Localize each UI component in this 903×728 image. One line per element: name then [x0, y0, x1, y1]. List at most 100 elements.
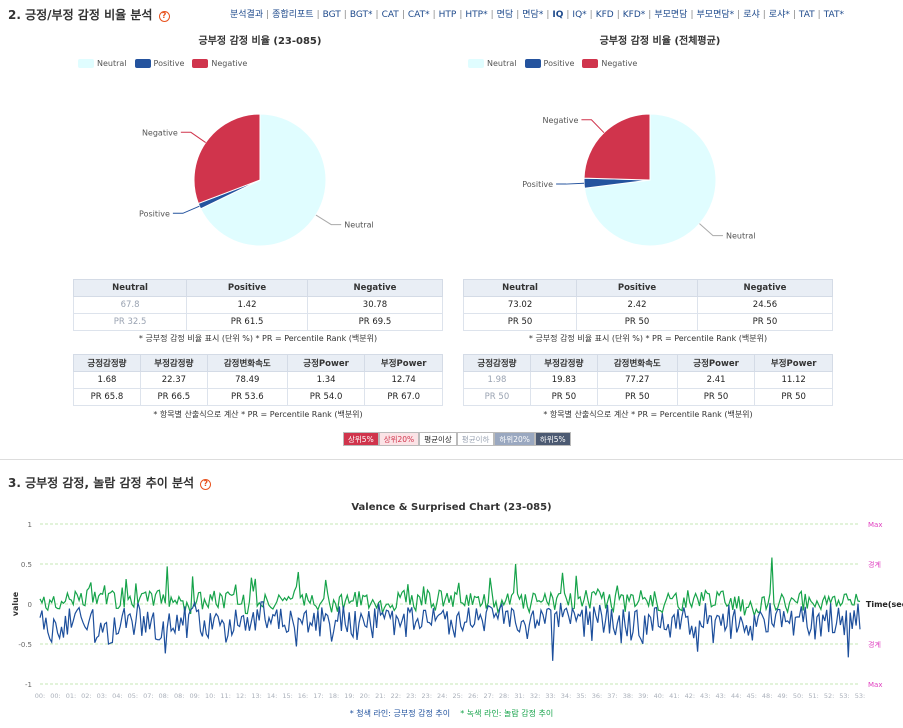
help-icon[interactable]: ? — [158, 11, 170, 22]
nav-link[interactable]: KFD — [595, 10, 614, 20]
nav-separator: | — [266, 10, 270, 20]
legend-item-neutral[interactable]: Neutral — [78, 59, 127, 68]
cell: 11.12 — [754, 371, 833, 389]
threshold-label: 경계 — [868, 560, 881, 569]
section-divider — [0, 459, 903, 460]
pie-connector-neutral — [699, 223, 723, 237]
x-tick-label: 31: — [514, 692, 524, 700]
y-tick-label: -0.5 — [18, 641, 32, 649]
nav-link[interactable]: 부모면담 — [654, 10, 688, 20]
pie-connector-neutral — [315, 214, 342, 226]
cell: PR 69.5 — [306, 313, 444, 331]
x-tick-label: 25: — [453, 692, 463, 700]
x-tick-label: 01: — [66, 692, 76, 700]
nav-link[interactable]: TAT — [798, 10, 815, 20]
pie-slice-neutral[interactable] — [199, 113, 327, 247]
x-tick-label: 41: — [669, 692, 679, 700]
cell: 77.27 — [596, 371, 678, 389]
cell: 73.02 — [462, 296, 578, 314]
metric-note-right: * 항목별 산출식으로 계산 * PR = Percentile Rank (백… — [543, 410, 753, 419]
x-tick-label: 50: — [793, 692, 803, 700]
cell: PR 50 — [576, 313, 698, 331]
th-negative: Negative — [696, 279, 834, 297]
nav-link[interactable]: 로샤 — [743, 10, 760, 20]
nav-separator: | — [762, 10, 766, 20]
x-tick-label: 44: — [731, 692, 741, 700]
x-tick-label: 19: — [344, 692, 354, 700]
legend-swatch-negative — [192, 59, 209, 68]
cell: PR 67.0 — [364, 388, 443, 406]
metric-note-left: * 항목별 산출식으로 계산 * PR = Percentile Rank (백… — [153, 410, 363, 419]
th: 부정Power — [754, 354, 833, 372]
percentile-badge: 상위5% — [343, 432, 379, 446]
x-tick-label: 23: — [406, 692, 416, 700]
legend-item-negative[interactable]: Negative — [582, 59, 637, 68]
cell: 1.42 — [186, 296, 308, 314]
y-tick-label: 0.5 — [21, 561, 32, 569]
nav-link[interactable]: IQ — [552, 10, 564, 20]
cell: PR 50 — [596, 388, 678, 406]
th: 긍정감정량 — [463, 354, 531, 372]
legend-item-positive[interactable]: Positive — [524, 59, 574, 68]
nav-link[interactable]: HTP* — [465, 10, 488, 20]
x-tick-label: 00: — [50, 692, 60, 700]
nav-link[interactable]: 면담 — [496, 10, 514, 20]
x-tick-label: 18: — [329, 692, 339, 700]
th: 감정변화속도 — [206, 354, 288, 372]
nav-link[interactable]: TAT* — [823, 10, 844, 20]
nav-separator: | — [546, 10, 550, 20]
ratio-table-right: Neutral Positive Negative 73.02 2.42 24.… — [462, 279, 834, 331]
x-tick-label: 33: — [545, 692, 555, 700]
x-tick-label: 27: — [483, 692, 493, 700]
x-tick-label: 24: — [437, 692, 447, 700]
section2-title-text: 2. 긍정/부정 감정 비율 분석 — [8, 8, 153, 22]
x-tick-label: 00: — [35, 692, 45, 700]
pie-label-neutral: Neutral — [344, 221, 374, 230]
nav-link[interactable]: BGT* — [349, 10, 373, 20]
help-icon[interactable]: ? — [200, 479, 212, 490]
nav-link[interactable]: 로샤* — [768, 10, 790, 20]
x-tick-label: 14: — [267, 692, 277, 700]
cell: PR 50 — [754, 388, 833, 406]
nav-link[interactable]: IQ* — [572, 10, 587, 20]
x-tick-label: 07: — [143, 692, 153, 700]
series-line — [39, 557, 861, 618]
nav-link[interactable]: KFD* — [622, 10, 646, 20]
th-neutral: Neutral — [72, 279, 188, 297]
x-tick-label: 48: — [762, 692, 772, 700]
nav-link[interactable]: CAT* — [407, 10, 430, 20]
ratio-table-left: Neutral Positive Negative 67.8 1.42 30.7… — [72, 279, 444, 331]
threshold-label: Max — [868, 521, 882, 529]
cell: 12.74 — [364, 371, 443, 389]
y-tick-label: 1 — [28, 521, 32, 529]
percentile-badge: 상위20% — [378, 432, 420, 446]
legend-item-neutral[interactable]: Neutral — [468, 59, 517, 68]
legend-item-negative[interactable]: Negative — [192, 59, 247, 68]
nav-link[interactable]: 면담* — [522, 10, 544, 20]
nav-link[interactable]: 종합리포트 — [272, 10, 314, 20]
pie-label-positive: Positive — [139, 209, 170, 218]
legend-item-positive[interactable]: Positive — [134, 59, 184, 68]
pie-slice-negative[interactable] — [583, 113, 651, 181]
x-tick-label: 26: — [468, 692, 478, 700]
cell: PR 50 — [696, 313, 834, 331]
nav-link[interactable]: CAT — [381, 10, 399, 20]
metric-table-right: 긍정감정량 부정감정량 감정변화속도 긍정Power 부정Power 1.98 … — [463, 354, 833, 406]
nav-link[interactable]: HTP — [438, 10, 457, 20]
nav-separator: | — [792, 10, 796, 20]
pie-connector-negative — [581, 119, 605, 134]
x-tick-label: 40: — [654, 692, 664, 700]
x-tick-label: 04: — [112, 692, 122, 700]
legend-swatch-neutral — [78, 59, 94, 68]
cell: 78.49 — [206, 371, 288, 389]
nav-separator: | — [401, 10, 405, 20]
pie-slice-negative[interactable] — [193, 113, 261, 205]
nav-separator: | — [566, 10, 570, 20]
cell: 19.83 — [529, 371, 598, 389]
nav-link[interactable]: 부모면담* — [696, 10, 735, 20]
nav-separator: | — [490, 10, 494, 20]
nav-link[interactable]: 분석결과 — [230, 10, 264, 20]
x-tick-label: 16: — [298, 692, 308, 700]
nav-link[interactable]: BGT — [322, 10, 341, 20]
legend-swatch-negative — [582, 59, 599, 68]
